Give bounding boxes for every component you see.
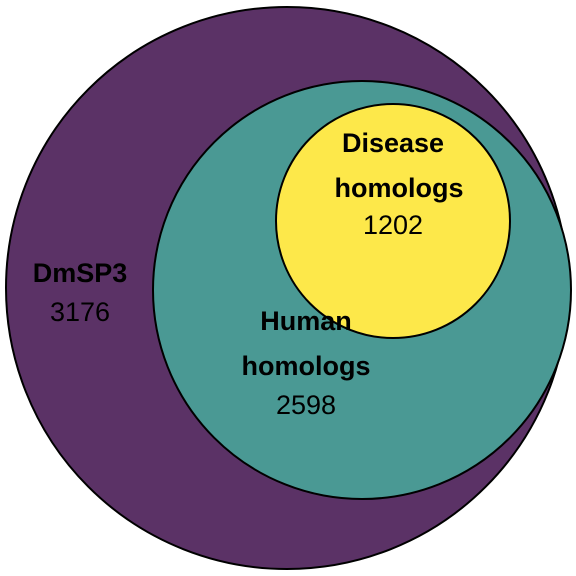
disease-homologs-circle — [275, 103, 511, 339]
dmsp3-count: 3176 — [50, 297, 110, 327]
dmsp3-label: DmSP3 — [33, 258, 128, 288]
human-homologs-label-line1: Human — [260, 306, 352, 336]
human-homologs-count: 2598 — [276, 390, 336, 420]
human-homologs-label-line2: homologs — [242, 351, 371, 381]
disease-homologs-count: 1202 — [363, 210, 423, 240]
disease-homologs-label-line1: Disease — [342, 128, 444, 158]
disease-homologs-label-line2: homologs — [335, 173, 464, 203]
